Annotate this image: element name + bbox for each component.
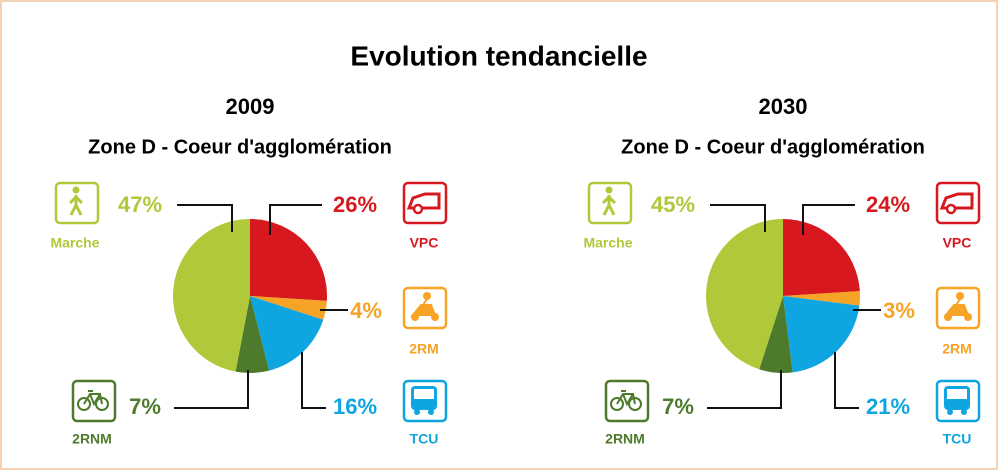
value-label: 26%	[333, 192, 377, 217]
value-label: 7%	[129, 394, 161, 419]
bus-wheel	[947, 409, 953, 415]
category-label: 2RNM	[72, 431, 112, 447]
leader-line	[174, 370, 249, 409]
leader-line	[177, 204, 233, 232]
value-label: 4%	[350, 298, 382, 323]
category-icon	[402, 181, 448, 225]
scooter-body	[943, 298, 970, 316]
leader-line	[834, 352, 859, 409]
bike-frame	[616, 390, 636, 407]
value-label: 24%	[866, 192, 910, 217]
scooter-body	[410, 298, 437, 316]
category-icon	[935, 181, 981, 225]
pie-slice	[250, 296, 327, 320]
icon-frame	[71, 379, 117, 423]
bus-wheel	[961, 409, 967, 415]
chart-subtitle: Zone D - Coeur d'agglomération	[621, 136, 925, 158]
leader-line	[710, 204, 766, 232]
car-wheel	[412, 203, 424, 215]
value-label: 3%	[883, 298, 915, 323]
category-label: TCU	[943, 431, 972, 447]
pie-slice	[783, 219, 860, 296]
category-icon	[402, 379, 448, 423]
scooter-wheel	[411, 313, 419, 321]
walker-body	[68, 195, 84, 216]
car-glyph	[406, 192, 441, 210]
bike-wheel	[610, 397, 624, 411]
bike-wheel	[95, 397, 109, 411]
pie-slice	[235, 296, 270, 373]
scooter-wheel	[944, 313, 952, 321]
value-label: 47%	[118, 192, 162, 217]
scooter-head	[423, 292, 431, 300]
category-icon	[935, 379, 981, 423]
bus-wheel	[414, 409, 420, 415]
category-icon	[604, 379, 650, 423]
value-label: 7%	[662, 394, 694, 419]
car-glyph	[939, 192, 974, 210]
value-label: 45%	[651, 192, 695, 217]
bus-wheel	[428, 409, 434, 415]
scooter-head	[956, 292, 964, 300]
page-title: Evolution tendancielle	[350, 40, 647, 71]
category-label: Marche	[50, 235, 99, 251]
pie-slice	[783, 291, 860, 306]
category-icon	[587, 181, 633, 225]
bike-wheel	[77, 397, 91, 411]
pie-slice	[706, 219, 783, 370]
bus-window	[947, 389, 967, 399]
category-label: VPC	[943, 235, 972, 251]
walker-body	[601, 195, 617, 216]
pie-slice	[250, 219, 327, 301]
leader-line	[269, 204, 322, 235]
category-label: 2RM	[409, 341, 439, 357]
pie-slice	[783, 296, 860, 373]
bike-frame	[83, 390, 103, 407]
bus-window	[414, 389, 434, 399]
scooter-wheel	[431, 313, 439, 321]
car-wheel	[945, 203, 957, 215]
walker-head	[72, 186, 80, 194]
category-icon	[402, 286, 448, 330]
leader-line	[301, 352, 326, 409]
pie-slice	[172, 219, 250, 372]
bike-wheel	[628, 397, 642, 411]
category-icon	[71, 379, 117, 423]
icon-frame	[604, 379, 650, 423]
category-icon	[54, 181, 100, 225]
value-label: 21%	[866, 394, 910, 419]
chart-title: 2030	[759, 94, 808, 119]
pie-slice	[250, 296, 324, 371]
category-label: VPC	[410, 235, 439, 251]
category-icon	[935, 286, 981, 330]
chart-subtitle: Zone D - Coeur d'agglomération	[88, 136, 392, 158]
value-label: 16%	[333, 394, 377, 419]
category-label: TCU	[410, 431, 439, 447]
category-label: Marche	[583, 235, 632, 251]
pie-slice	[759, 296, 793, 373]
category-label: 2RM	[942, 341, 972, 357]
leader-line	[707, 370, 782, 409]
scooter-wheel	[964, 313, 972, 321]
leader-line	[802, 204, 855, 235]
chart-title: 2009	[226, 94, 275, 119]
category-label: 2RNM	[605, 431, 645, 447]
walker-head	[605, 186, 613, 194]
